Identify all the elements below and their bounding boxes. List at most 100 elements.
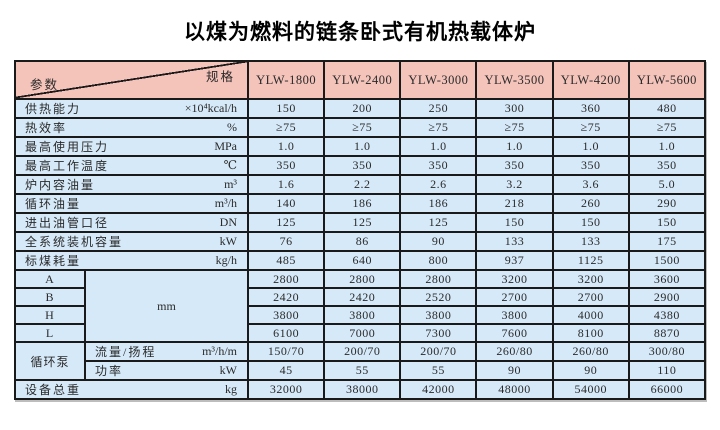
value-cell: 54000	[551, 379, 630, 400]
value-cell: 38000	[323, 379, 402, 400]
value-cell: 2700	[551, 287, 630, 307]
value-cell: 48000	[475, 379, 554, 400]
value-cell: 3200	[475, 269, 554, 289]
value-cell: 350	[246, 155, 326, 176]
value-cell: 300	[475, 98, 554, 119]
diagonal-line	[17, 63, 246, 97]
value-cell: 150	[627, 212, 707, 233]
param-label: 流量/扬程	[95, 345, 157, 359]
value-cell: 260	[551, 193, 630, 214]
header-row: 规格 参数 YLW-1800 YLW-2400 YLW-3000 YLW-350…	[14, 60, 707, 100]
value-cell: 2800	[399, 269, 478, 289]
param-cell: 全系统装机容量 kW	[14, 231, 249, 252]
table-row: 循环泵 流量/扬程 m³/h/m 150/70 200/70 200/70 260/80 26…	[14, 341, 707, 381]
value-cell: 2800	[323, 269, 402, 289]
value-cell: 937	[475, 250, 554, 271]
value-cell: 90	[475, 360, 554, 381]
value-cell: 150	[551, 212, 630, 233]
value-cell: 2800	[246, 269, 326, 289]
label-unit-wrap: 标煤耗量 kg/h	[17, 253, 246, 268]
param-unit: kg	[225, 382, 237, 396]
page: 以煤为燃料的链条卧式有机热载体炉 规格 参数 YLW-1800 YLW-2400…	[0, 16, 720, 430]
value-cell: 1.6	[246, 174, 326, 195]
param-unit: %	[227, 120, 237, 134]
value-cell: 3800	[475, 305, 554, 325]
table-row: 循环油量 m³/h 140 186 186 218 260 290	[14, 193, 707, 214]
label-unit-wrap: 循环油量 m³/h	[17, 196, 246, 211]
label-unit-wrap: 设备总重 kg	[17, 382, 246, 397]
value-cell: 7000	[323, 323, 402, 343]
value-cell: 133	[551, 231, 630, 252]
column-header: YLW-4200	[551, 60, 630, 100]
label-unit-wrap: 炉内容油量 m³	[17, 177, 246, 192]
table-row: H 3800 3800 3800 3800 4000 4380	[14, 305, 707, 325]
page-title: 以煤为燃料的链条卧式有机热载体炉	[184, 20, 536, 44]
value-cell: 125	[323, 212, 402, 233]
column-header: YLW-3000	[399, 60, 478, 100]
value-cell: 66000	[627, 379, 707, 400]
value-cell: 125	[246, 212, 326, 233]
value-cell: 1.0	[246, 136, 326, 157]
value-cell: 4000	[551, 305, 630, 325]
table-row: 全系统装机容量 kW 76 86 90 133 133 175	[14, 231, 707, 252]
table-row: B 2420 2420 2520 2700 2700 2900	[14, 287, 707, 307]
param-label: 设备总重	[25, 383, 82, 397]
value-cell: 350	[475, 155, 554, 176]
value-cell: ≥75	[246, 117, 326, 138]
table-row: 最高工作温度 ℃ 350 350 350 350 350 350	[14, 155, 707, 176]
value-cell: 125	[399, 212, 478, 233]
value-cell: 218	[475, 193, 554, 214]
value-cell: 360	[551, 98, 630, 119]
table-row: 炉内容油量 m³ 1.6 2.2 2.6 3.2 3.6 5.0	[14, 174, 707, 195]
param-cell: 炉内容油量 m³	[14, 174, 249, 195]
label-unit-wrap: 供热能力 ×10⁴kcal/h	[17, 101, 246, 116]
table-body: 供热能力 ×10⁴kcal/h 150 200 250 300 360 480 热效率% ≥75 ≥…	[14, 98, 707, 400]
param-label: 热效率	[25, 121, 68, 135]
value-cell: 2420	[323, 287, 402, 307]
value-cell: 2.2	[323, 174, 402, 195]
value-cell: 55	[399, 360, 478, 381]
label-unit-wrap: 热效率%	[17, 120, 246, 135]
param-label: 最高工作温度	[25, 159, 110, 173]
value-cell: 1125	[551, 250, 630, 271]
value-cell: 3600	[627, 269, 707, 289]
param-label: 循环油量	[25, 197, 82, 211]
value-cell: 3800	[399, 305, 478, 325]
value-cell: 7300	[399, 323, 478, 343]
value-cell: 6100	[246, 323, 326, 343]
value-cell: 480	[627, 98, 707, 119]
value-cell: 150/70	[246, 341, 326, 362]
value-cell: 3200	[551, 269, 630, 289]
param-unit: kW	[219, 234, 237, 248]
label-unit-wrap: 最高工作温度 ℃	[17, 158, 246, 173]
value-cell: 76	[246, 231, 326, 252]
value-cell: 200/70	[399, 341, 478, 362]
value-cell: 800	[399, 250, 478, 271]
value-cell: 2520	[399, 287, 478, 307]
value-cell: 150	[475, 212, 554, 233]
value-cell: ≥75	[323, 117, 402, 138]
table-row: 最高使用压力 MPa 1.0 1.0 1.0 1.0 1.0 1.0	[14, 136, 707, 157]
value-cell: 90	[399, 231, 478, 252]
value-cell: 86	[323, 231, 402, 252]
pump-param-cell: 功率 kW	[84, 360, 249, 381]
dimension-letter-cell: H	[14, 305, 86, 325]
total-weight-cell: 设备总重 kg	[14, 379, 249, 400]
value-cell: 200	[323, 98, 402, 119]
value-cell: 42000	[399, 379, 478, 400]
param-unit: MPa	[214, 139, 237, 153]
value-cell: 8100	[551, 323, 630, 343]
value-cell: 2420	[246, 287, 326, 307]
param-label: 全系统装机容量	[25, 235, 124, 249]
param-unit: m³/h	[214, 196, 237, 210]
param-cell: 供热能力 ×10⁴kcal/h	[14, 98, 249, 119]
value-cell: 2900	[627, 287, 707, 307]
value-cell: 200/70	[323, 341, 402, 362]
value-cell: 175	[627, 231, 707, 252]
value-cell: 485	[246, 250, 326, 271]
value-cell: 5.0	[627, 174, 707, 195]
param-unit: m³/h/m	[202, 344, 237, 358]
table-row: 供热能力 ×10⁴kcal/h 150 200 250 300 360 480	[14, 98, 707, 119]
param-unit: ×10⁴kcal/h	[184, 101, 237, 115]
